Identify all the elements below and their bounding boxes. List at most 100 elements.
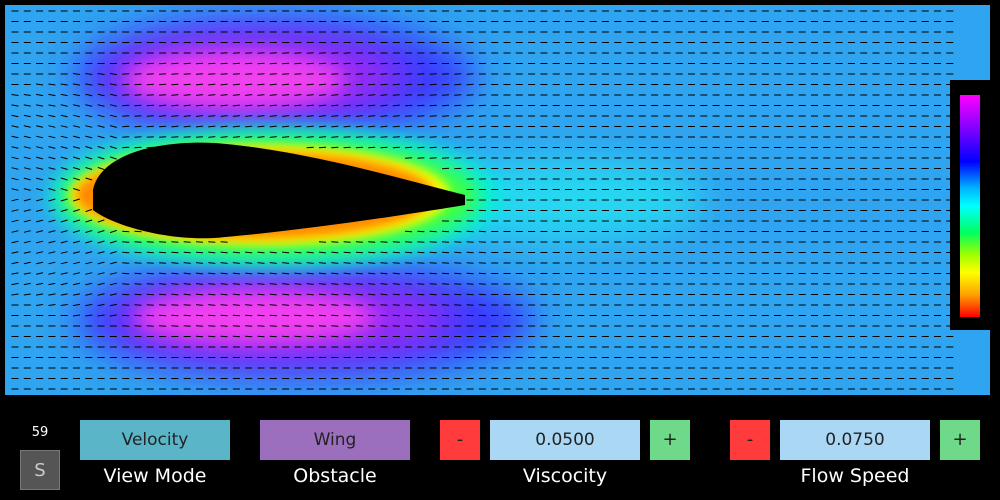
viscosity-decrease-button[interactable]: - [440,420,480,460]
velocity-vector [23,125,31,128]
velocity-vector [85,146,93,149]
velocity-vector [343,136,351,138]
velocity-vector [282,52,290,54]
velocity-vector [306,73,314,75]
velocity-vector [294,304,302,306]
velocity-vector [171,146,179,149]
velocity-vector [183,251,191,254]
velocity-vector [60,251,68,254]
velocity-vector [220,136,228,138]
velocity-vector [195,241,204,243]
velocity-vector [48,114,56,118]
velocity-vector [392,251,400,254]
velocity-vector [85,167,93,170]
viscosity-increase-button[interactable]: + [650,420,690,460]
velocity-vector [429,241,437,243]
velocity-vector [97,272,105,275]
velocity-vector [282,335,290,338]
velocity-vector [146,272,154,275]
velocity-vector [122,146,130,149]
velocity-vector [72,261,81,265]
velocity-vector [85,73,93,75]
velocity-vector [97,240,105,244]
velocity-vector [318,73,327,75]
velocity-vector [257,83,265,86]
velocity-vector [60,114,68,118]
obstacle-button[interactable]: Wing [260,420,410,460]
velocity-vector [355,104,363,107]
velocity-vector [195,125,204,128]
flow-speed-decrease-button[interactable]: - [730,420,770,460]
velocity-vector [417,104,425,107]
s-button[interactable]: S [20,450,60,490]
velocity-vector [60,167,68,170]
velocity-vector [269,335,277,338]
velocity-vector [146,104,154,107]
velocity-vector [36,93,44,97]
velocity-vector [73,293,80,296]
velocity-vector [294,335,302,338]
velocity-vector [146,146,154,149]
velocity-vector [11,125,19,128]
velocity-vector [405,314,413,317]
velocity-vector [441,73,450,75]
velocity-vector [208,136,216,138]
view-mode-button[interactable]: Velocity [80,420,230,460]
velocity-vector [294,325,302,327]
velocity-vector [109,261,117,265]
velocity-vector [195,136,204,138]
velocity-vector [331,272,339,275]
velocity-vector [306,104,314,107]
velocity-vector [146,62,154,65]
velocity-vector [109,125,117,128]
flow-simulation-canvas[interactable] [5,5,990,395]
velocity-vector [134,251,142,254]
velocity-vector [36,125,44,128]
velocity-vector [232,335,240,338]
velocity-vector [441,283,450,285]
velocity-vector [220,73,228,75]
velocity-vector [318,251,327,254]
velocity-vector [109,93,117,97]
velocity-vector [122,73,130,75]
velocity-vector [73,188,80,191]
velocity-vector [134,125,142,128]
velocity-vector [466,104,474,107]
velocity-vector [220,52,228,54]
velocity-vector [171,241,179,243]
velocity-vector [36,198,44,202]
velocity-vector [429,272,437,275]
velocity-vector [23,240,31,244]
velocity-vector [48,209,56,212]
velocity-vector [429,283,437,285]
velocity-vector [294,262,302,264]
velocity-vector [441,83,450,86]
velocity-vector [466,136,474,138]
velocity-vector [146,241,154,243]
velocity-vector [48,104,56,107]
velocity-vector [146,115,154,117]
velocity-vector [159,293,167,296]
velocity-vector [478,272,486,275]
velocity-vector [269,104,277,107]
velocity-vector [368,83,376,86]
velocity-vector [380,115,388,117]
velocity-vector [318,335,327,338]
velocity-vector [257,52,265,54]
velocity-vector [85,114,93,118]
flow-speed-increase-button[interactable]: + [940,420,980,460]
velocity-vector [355,251,363,254]
velocity-vector [269,325,277,327]
velocity-vector [441,304,450,306]
velocity-vector [183,125,191,128]
velocity-vector [208,104,216,107]
velocity-vector [318,272,327,275]
velocity-vector [208,325,216,327]
velocity-vector [23,251,31,254]
velocity-vector [72,114,81,118]
velocity-vector [380,251,388,254]
velocity-vector [306,304,314,306]
velocity-vector [60,156,68,160]
velocity-vector [232,146,240,149]
velocity-vector [257,272,265,275]
